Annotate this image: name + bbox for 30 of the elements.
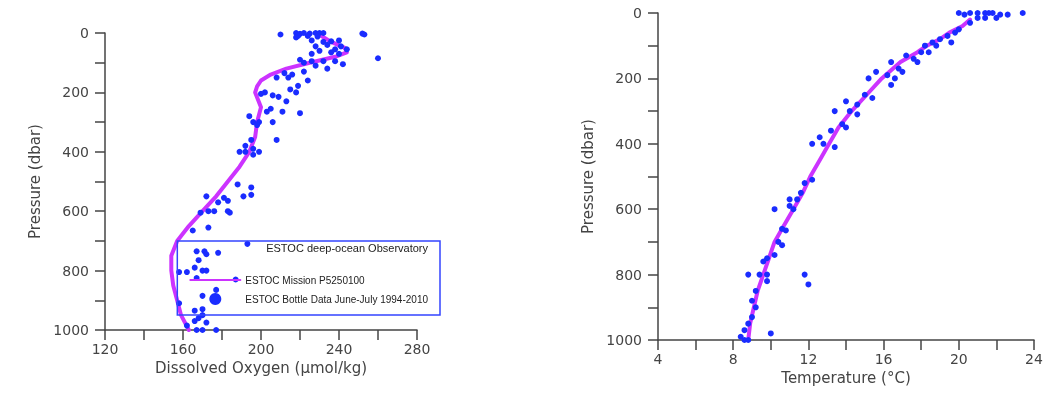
legend-label: ESTOC Mission P5250100 bbox=[245, 274, 366, 286]
x-tick-label: 12 bbox=[799, 351, 818, 367]
y-tick-label: 1000 bbox=[53, 322, 89, 338]
y-axis-title: Pressure (dbar) bbox=[25, 124, 44, 239]
x-tick-label: 20 bbox=[949, 351, 968, 367]
y-tick-label: 0 bbox=[80, 25, 89, 41]
x-tick-label: 8 bbox=[728, 351, 738, 367]
y-tick-label: 400 bbox=[62, 143, 89, 160]
x-axis-title: Dissolved Oxygen (µmol/kg) bbox=[154, 359, 368, 378]
y-tick-label: 1000 bbox=[606, 332, 642, 348]
x-tick-label: 240 bbox=[325, 341, 353, 357]
legend-title: ESTOC deep-ocean Observatory bbox=[266, 241, 429, 254]
y-tick-label: 400 bbox=[615, 135, 642, 152]
x-tick-label: 200 bbox=[247, 341, 275, 357]
y-tick-label: 800 bbox=[615, 266, 642, 283]
x-tick-label: 120 bbox=[91, 341, 119, 357]
x-tick-label: 160 bbox=[169, 341, 197, 357]
y-tick-label: 800 bbox=[62, 262, 89, 279]
y-tick-label: 600 bbox=[615, 201, 642, 218]
y-tick-label: 200 bbox=[62, 84, 89, 101]
x-axis-title: Temperature (°C) bbox=[780, 369, 911, 388]
y-tick-label: 0 bbox=[633, 5, 642, 21]
y-tick-label: 600 bbox=[62, 203, 89, 220]
x-tick-label: 4 bbox=[653, 351, 663, 367]
x-tick-label: 24 bbox=[1025, 351, 1043, 367]
y-axis-title: Pressure (dbar) bbox=[578, 119, 597, 234]
legend-label: ESTOC Bottle Data June-July 1994-2010 bbox=[245, 293, 429, 305]
y-tick-label: 200 bbox=[615, 70, 642, 87]
x-tick-label: 16 bbox=[874, 351, 893, 367]
x-tick-label: 280 bbox=[403, 341, 431, 357]
